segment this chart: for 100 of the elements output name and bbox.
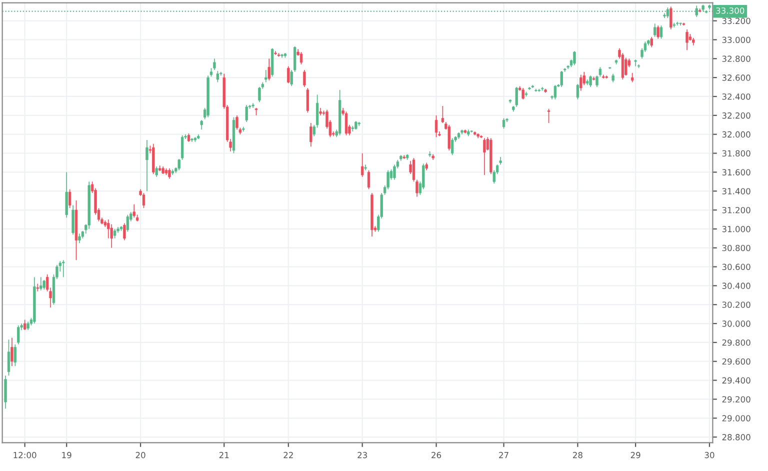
y-tick-label: 31.600 [722,169,750,176]
candlestick [576,84,580,100]
y-tick-label: 28.800 [722,434,750,440]
candlestick [448,124,450,151]
y-tick-label: 32.400 [722,93,750,100]
candlestick [168,168,171,180]
y-tick-label: 32.800 [722,56,750,62]
candlestick [522,88,524,100]
candlestick [17,325,20,345]
y-tick-label: 29.000 [722,415,750,422]
x-tick-label: 26 [432,452,442,458]
candlestick [72,204,74,236]
candlestick [660,25,663,40]
x-tick-label: 22 [284,452,293,458]
candlestick [483,138,486,176]
candlestick [344,111,348,136]
candlestick [589,75,592,88]
candlestick [268,58,270,81]
candlestick [360,152,364,178]
candlestick [10,337,14,367]
candlestick [650,36,653,48]
candlestick [450,138,454,156]
candlestick [515,86,518,108]
candlestick [554,84,557,100]
candlestick [14,344,16,367]
candlestick [560,70,563,88]
candlestick [216,70,220,83]
candlestick [598,66,602,78]
candlestick [573,50,576,66]
y-tick-label: 31.200 [722,206,750,214]
x-tick-label: 12:00 [14,452,36,458]
x-tick-label: 29 [630,452,640,458]
candlestick [670,6,672,30]
candlestick [142,192,146,209]
y-tick-label: 29.800 [722,339,750,346]
y-tick-label: 29.400 [722,377,750,384]
candlestick [300,52,303,65]
candlestick [258,86,261,103]
candlestick [434,114,438,138]
y-tick-label: 29.200 [722,396,750,403]
y-tick-label: 32.000 [722,131,750,138]
y-tick-label: 29.600 [722,358,750,365]
candlestick [78,233,81,244]
y-tick-label: 33.000 [722,36,750,44]
candlestick [264,70,268,83]
candlestick [4,375,7,410]
candlestick [146,140,148,192]
candlestick [23,319,26,331]
candlestick [62,260,65,278]
candlestick [654,23,656,38]
candlestick [7,339,10,376]
candlestick [686,28,688,51]
y-tick-label: 33.200 [722,18,750,24]
candlestick [624,57,628,76]
y-tick-label: 32.600 [722,74,750,81]
candlestick [132,204,136,218]
candlestick [36,283,39,292]
y-tick-label: 31.800 [722,150,750,157]
candlestick [155,166,158,178]
candlestick [306,88,310,113]
candlestick [541,86,544,92]
candlestick [393,164,396,180]
candlestick [68,188,72,209]
y-tick-label: 30.000 [722,320,750,327]
candlestick [245,104,248,122]
candlestick [113,228,116,239]
y-tick-label: 30.400 [722,282,750,289]
x-tick-label: 20 [136,452,146,458]
y-tick-label: 30.200 [722,302,750,308]
x-tick-label: 28 [573,452,582,458]
candlestick [367,170,370,190]
candlestick [310,122,312,148]
candlestick [656,25,660,40]
candlestick [236,114,238,130]
y-tick-label: 32.200 [722,112,750,119]
candlestick [580,74,582,92]
x-tick-label: 23 [358,452,367,458]
y-tick-label: 30.800 [722,244,750,252]
candlestick [502,118,506,130]
candlestick [42,280,46,290]
x-tick-label: 30 [704,452,714,458]
y-tick-label: 31.000 [722,226,750,232]
candlestick [547,108,550,124]
y-tick-label: 30.600 [722,264,750,270]
candlestick [287,66,290,84]
candlestick [631,72,634,83]
candlestick [123,222,126,241]
candlestick [65,172,68,218]
candlestick [126,214,130,232]
candlestick [303,70,306,88]
candlestick [596,75,598,88]
candlestick [364,164,367,171]
y-tick-label: 31.400 [722,188,750,194]
x-tick-label: 27 [499,452,508,458]
x-tick-label: 19 [62,452,72,458]
candlestick [110,224,113,248]
ref-line-label: 33.300 [716,7,744,14]
candlestick [40,276,42,291]
candlestick [200,120,203,130]
x-tick-label: 21 [219,452,229,458]
